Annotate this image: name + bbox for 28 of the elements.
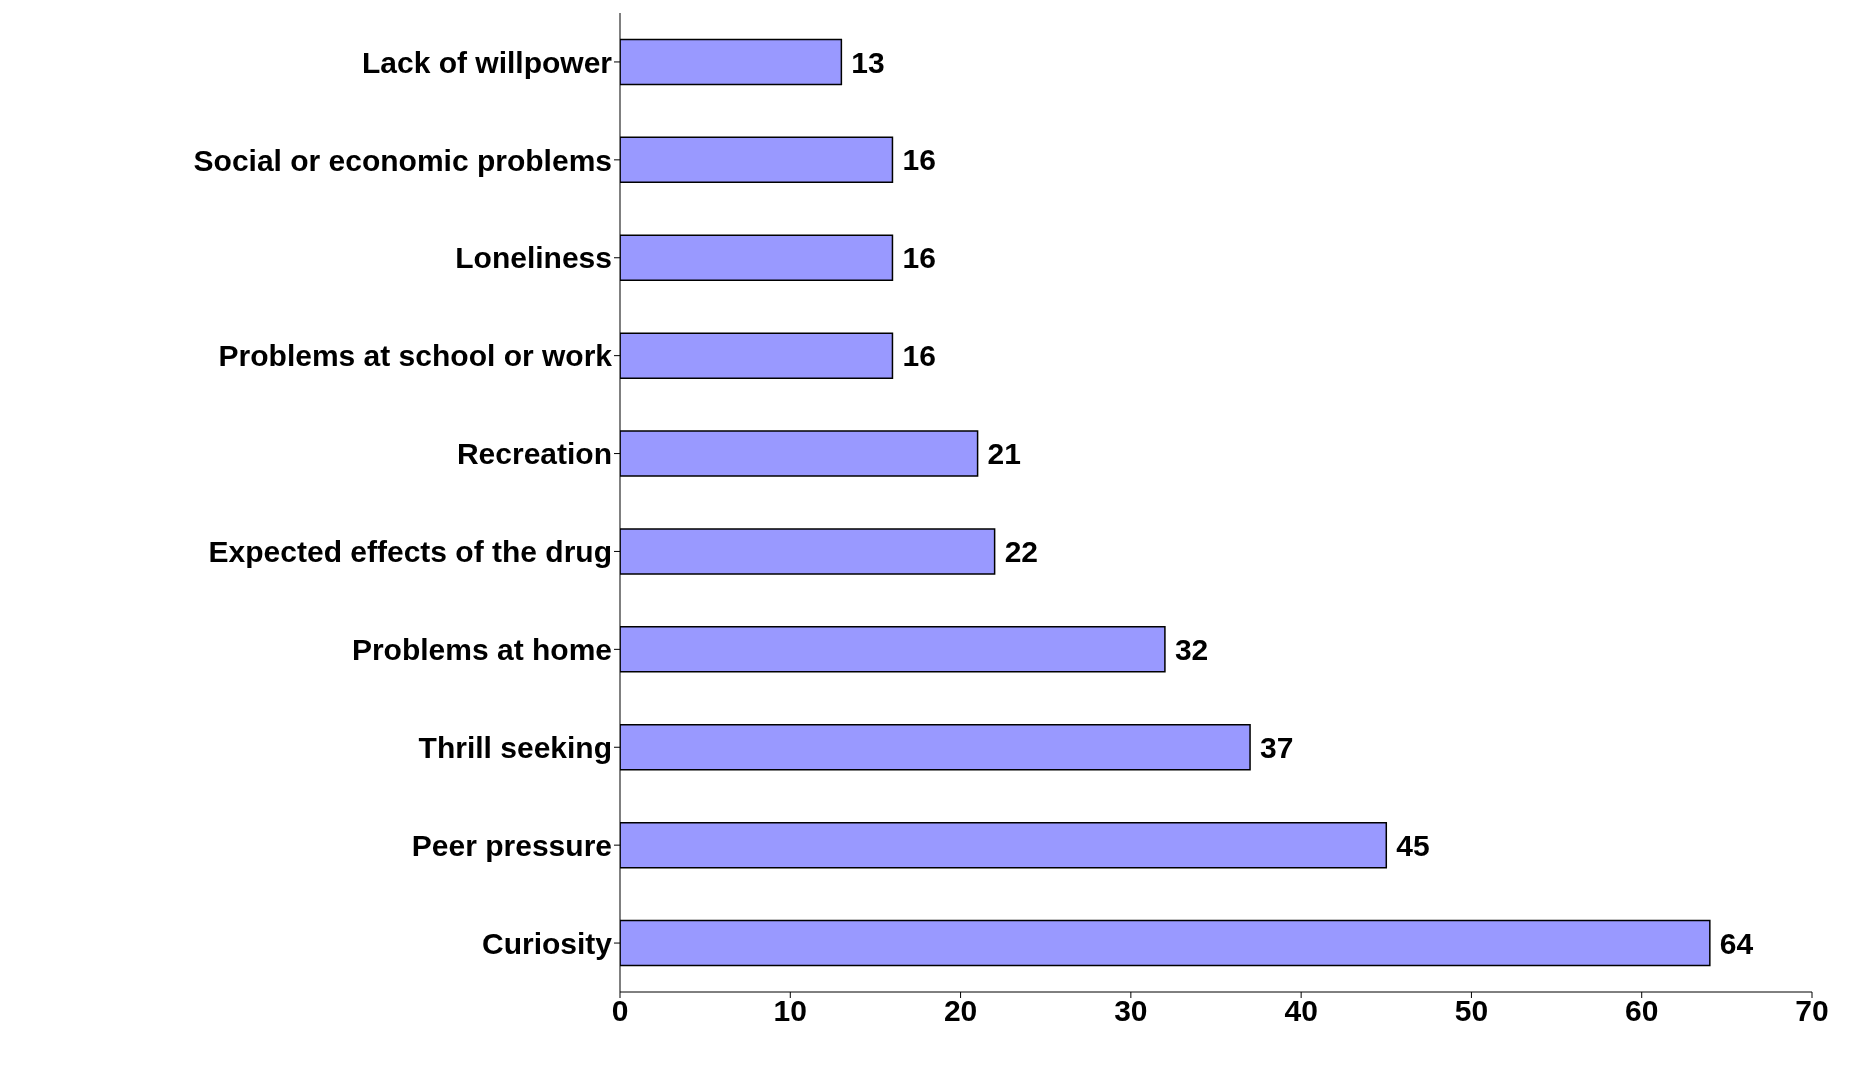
y-tick-label: Peer pressure xyxy=(411,828,612,862)
data-label: 45 xyxy=(1396,828,1430,862)
x-tick-label: 20 xyxy=(943,994,978,1028)
x-tick-label: 70 xyxy=(1795,994,1829,1028)
y-tick-label: Recreation xyxy=(456,437,612,471)
data-label: 16 xyxy=(902,339,936,373)
y-tick-label: Loneliness xyxy=(455,241,612,275)
data-label: 16 xyxy=(902,241,936,275)
data-label: 22 xyxy=(1004,535,1038,569)
y-tick-label: Thrill seeking xyxy=(418,730,612,764)
x-tick-label: 30 xyxy=(1114,994,1148,1028)
y-tick-label: Social or economic problems xyxy=(193,143,612,177)
x-tick-label: 0 xyxy=(611,994,629,1028)
x-tick-label: 10 xyxy=(773,994,807,1028)
data-label: 13 xyxy=(851,45,885,79)
data-label: 32 xyxy=(1174,632,1209,666)
y-tick-label: Expected effects of the drug xyxy=(208,535,612,569)
y-tick-label: Curiosity xyxy=(481,926,613,960)
data-label: 64 xyxy=(1719,926,1754,960)
data-label: 37 xyxy=(1260,730,1294,764)
x-tick-label: 40 xyxy=(1284,994,1318,1028)
y-tick-label: Problems at school or work xyxy=(218,339,613,373)
data-label: 16 xyxy=(902,143,936,177)
x-tick-label: 60 xyxy=(1625,994,1659,1028)
data-label: 21 xyxy=(987,437,1021,471)
x-tick-label: 50 xyxy=(1454,994,1489,1028)
y-tick-label: Lack of willpower xyxy=(361,45,613,79)
y-tick-label: Problems at home xyxy=(351,633,612,666)
